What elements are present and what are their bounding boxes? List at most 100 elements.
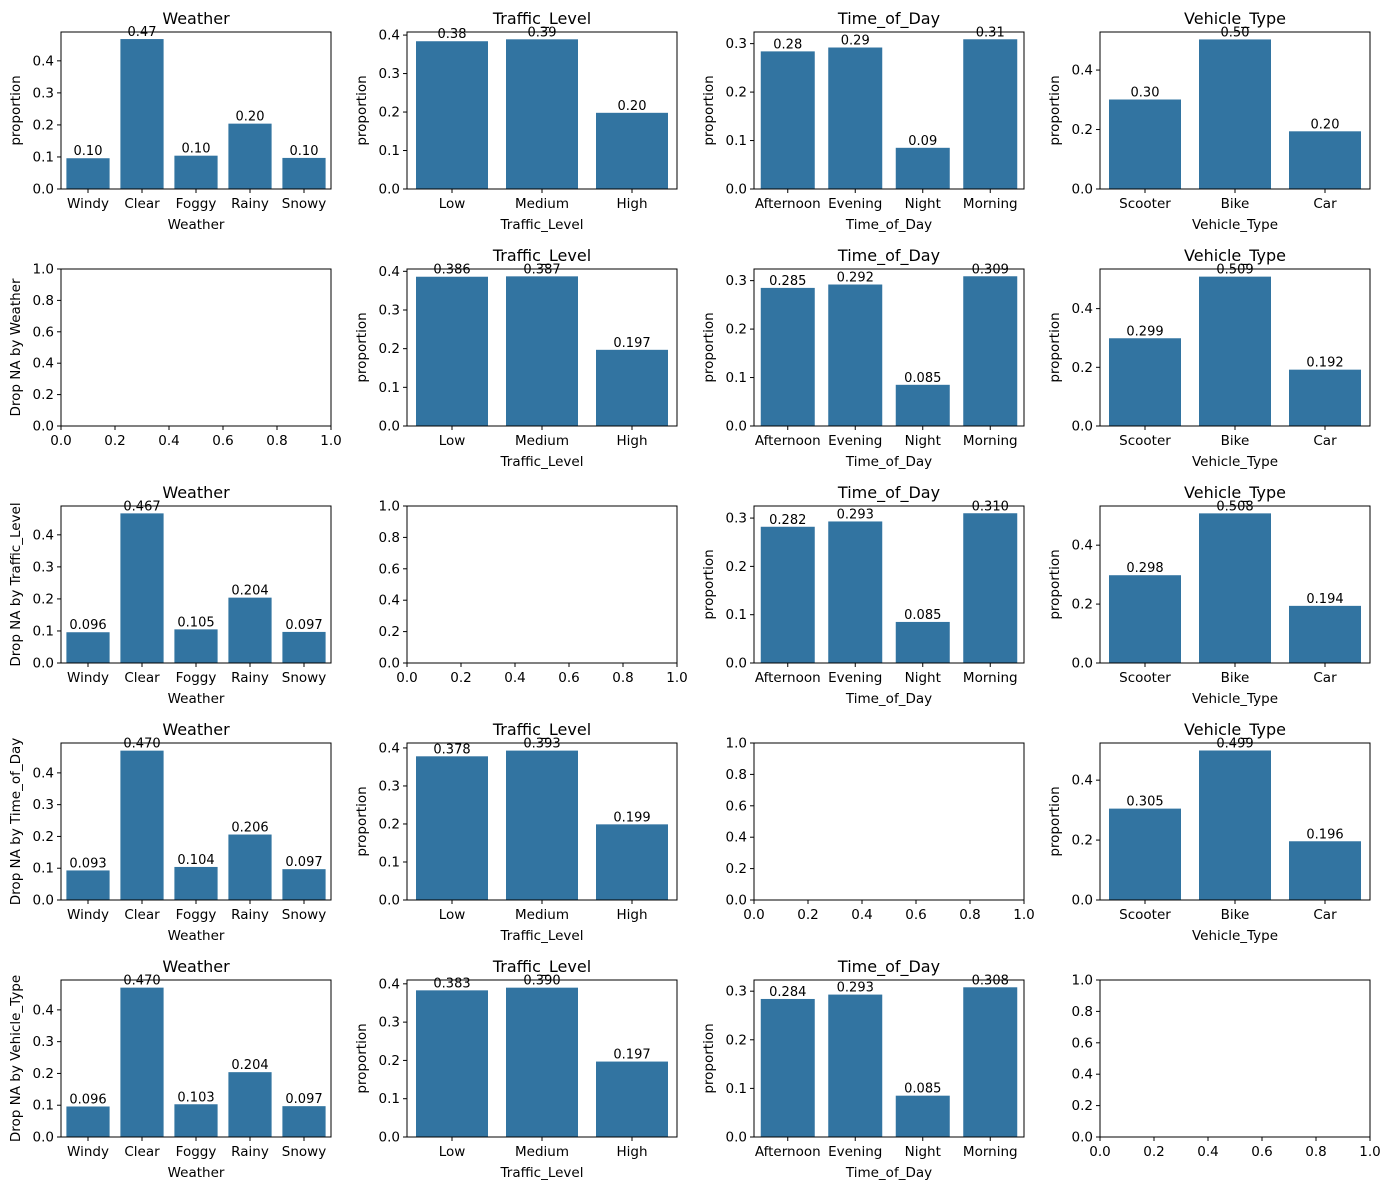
- y-tick-label: 0.2: [1072, 360, 1093, 376]
- x-tick-label: High: [616, 196, 647, 212]
- bar-high: [596, 349, 668, 426]
- y-axis-label: proportion: [701, 75, 717, 145]
- x-tick-label: 1.0: [320, 433, 341, 449]
- x-tick-label: 0.0: [1089, 1144, 1110, 1160]
- bar-value-label: 0.509: [1216, 263, 1253, 278]
- subplot-r1c1: 0.386 Low 0.387 Medium 0.197 High 0.0 0.1 0.2 0.3…: [354, 246, 678, 470]
- x-tick-label: Bike: [1221, 433, 1250, 449]
- bar-value-label: 0.378: [433, 742, 470, 757]
- x-tick-label: Morning: [963, 433, 1018, 449]
- bar-clear: [120, 750, 164, 900]
- bar-scooter: [1109, 99, 1181, 189]
- bar-value-label: 0.085: [904, 1082, 941, 1097]
- bar-medium: [506, 276, 578, 426]
- y-tick-label: 0.2: [1072, 833, 1093, 849]
- y-tick-label: 0.3: [33, 1034, 54, 1050]
- x-axis-label: Vehicle_Type: [1192, 928, 1278, 944]
- subplot-title: Traffic_Level: [492, 720, 591, 740]
- bar-snowy: [282, 631, 326, 663]
- bar-low: [416, 990, 488, 1137]
- axes-frame: [406, 268, 678, 427]
- y-tick-label: 0.0: [1072, 182, 1093, 198]
- x-tick-label: Windy: [67, 670, 109, 686]
- bar-value-label: 0.192: [1306, 356, 1343, 371]
- y-tick-label: 0.4: [1072, 773, 1093, 789]
- bar-value-label: 0.28: [773, 37, 802, 52]
- y-tick-label: 0.0: [33, 182, 54, 198]
- x-tick-label: Scooter: [1119, 433, 1171, 449]
- x-tick-label: 0.8: [266, 433, 287, 449]
- x-tick-label: Low: [439, 907, 466, 923]
- x-tick-label: 0.0: [743, 907, 764, 923]
- bar-value-label: 0.197: [613, 1048, 650, 1063]
- x-tick-label: 0.6: [558, 670, 579, 686]
- x-axis-label: Vehicle_Type: [1192, 217, 1278, 233]
- subplot-title: Weather: [162, 720, 230, 739]
- bar-value-label: 0.308: [972, 973, 1009, 988]
- y-tick-label: 0.1: [726, 133, 747, 149]
- y-tick-label: 0.4: [1072, 63, 1093, 79]
- bar-value-label: 0.204: [231, 1058, 268, 1073]
- y-tick-label: 0.4: [1072, 301, 1093, 317]
- subplot-title: Time_of_Day: [837, 957, 940, 977]
- x-tick-label: Low: [439, 433, 466, 449]
- subplot-r4c0: 0.096 Windy 0.470 Clear 0.103 Foggy 0.204 Rainy…: [8, 957, 332, 1181]
- x-tick-label: High: [616, 907, 647, 923]
- x-tick-label: Windy: [67, 196, 109, 212]
- bar-value-label: 0.097: [285, 855, 322, 870]
- y-tick-label: 0.1: [33, 623, 54, 639]
- subplot-r2c3: 0.298 Scooter 0.508 Bike 0.194 Car 0.0 0.2 0.4 Ve…: [1047, 483, 1371, 707]
- x-tick-label: Rainy: [231, 1144, 269, 1160]
- x-tick-label: Low: [439, 1144, 466, 1160]
- bar-value-label: 0.20: [618, 99, 647, 114]
- y-tick-label: 0.8: [379, 530, 400, 546]
- y-tick-label: 0.0: [1072, 1130, 1093, 1146]
- y-tick-label: 0.2: [33, 591, 54, 607]
- y-tick-label: 0.0: [379, 893, 400, 909]
- x-tick-label: Clear: [124, 907, 160, 923]
- y-tick-label: 0.4: [726, 830, 747, 846]
- y-axis-label: Drop NA by Time_of_Day: [8, 738, 24, 905]
- y-tick-label: 0.1: [33, 861, 54, 877]
- y-tick-label: 0.4: [33, 356, 54, 372]
- bar-morning: [963, 276, 1018, 426]
- x-tick-label: Windy: [67, 1144, 109, 1160]
- x-tick-label: Night: [905, 670, 941, 686]
- bar-bike: [1199, 513, 1271, 663]
- y-tick-label: 0.0: [726, 656, 747, 672]
- y-tick-label: 1.0: [1072, 973, 1093, 989]
- bar-value-label: 0.508: [1216, 499, 1253, 514]
- axes-frame: [60, 979, 332, 1138]
- axes-frame: [1099, 979, 1371, 1138]
- x-axis-label: Vehicle_Type: [1192, 454, 1278, 470]
- subplot-title: Vehicle_Type: [1184, 9, 1286, 29]
- subplot-title: Traffic_Level: [492, 957, 591, 977]
- x-tick-label: 0.6: [212, 433, 233, 449]
- x-tick-label: 1.0: [1013, 907, 1034, 923]
- subplot-r4c3: 0.0 0.2 0.4 0.6 0.8 1.0 0.0 0.2 0.4 0.6 0.8 1.0: [1072, 973, 1381, 1161]
- bar-windy: [66, 632, 110, 663]
- x-tick-label: Foggy: [176, 196, 217, 212]
- bar-value-label: 0.499: [1216, 736, 1253, 751]
- bar-evening: [828, 521, 883, 663]
- axes-frame: [60, 31, 332, 190]
- axes-frame: [60, 505, 332, 664]
- y-tick-label: 0.2: [1072, 1098, 1093, 1114]
- y-tick-label: 0.3: [726, 36, 747, 52]
- y-tick-label: 0.6: [379, 561, 400, 577]
- bar-bike: [1199, 750, 1271, 900]
- y-tick-label: 0.3: [379, 302, 400, 318]
- y-axis-label: Drop NA by Weather: [8, 278, 24, 417]
- y-tick-label: 0.6: [1072, 1035, 1093, 1051]
- x-tick-label: Car: [1313, 433, 1337, 449]
- x-tick-label: 0.4: [851, 907, 872, 923]
- x-tick-label: Rainy: [231, 670, 269, 686]
- bar-rainy: [228, 1072, 272, 1137]
- y-tick-label: 0.4: [33, 53, 54, 69]
- y-axis-label: proportion: [8, 75, 24, 145]
- y-tick-label: 0.1: [33, 1098, 54, 1114]
- bar-value-label: 0.09: [908, 134, 937, 149]
- subplot-r3c2: 0.0 0.2 0.4 0.6 0.8 1.0 0.0 0.2 0.4 0.6 0.8 1.0: [726, 736, 1035, 924]
- bar-low: [416, 41, 488, 189]
